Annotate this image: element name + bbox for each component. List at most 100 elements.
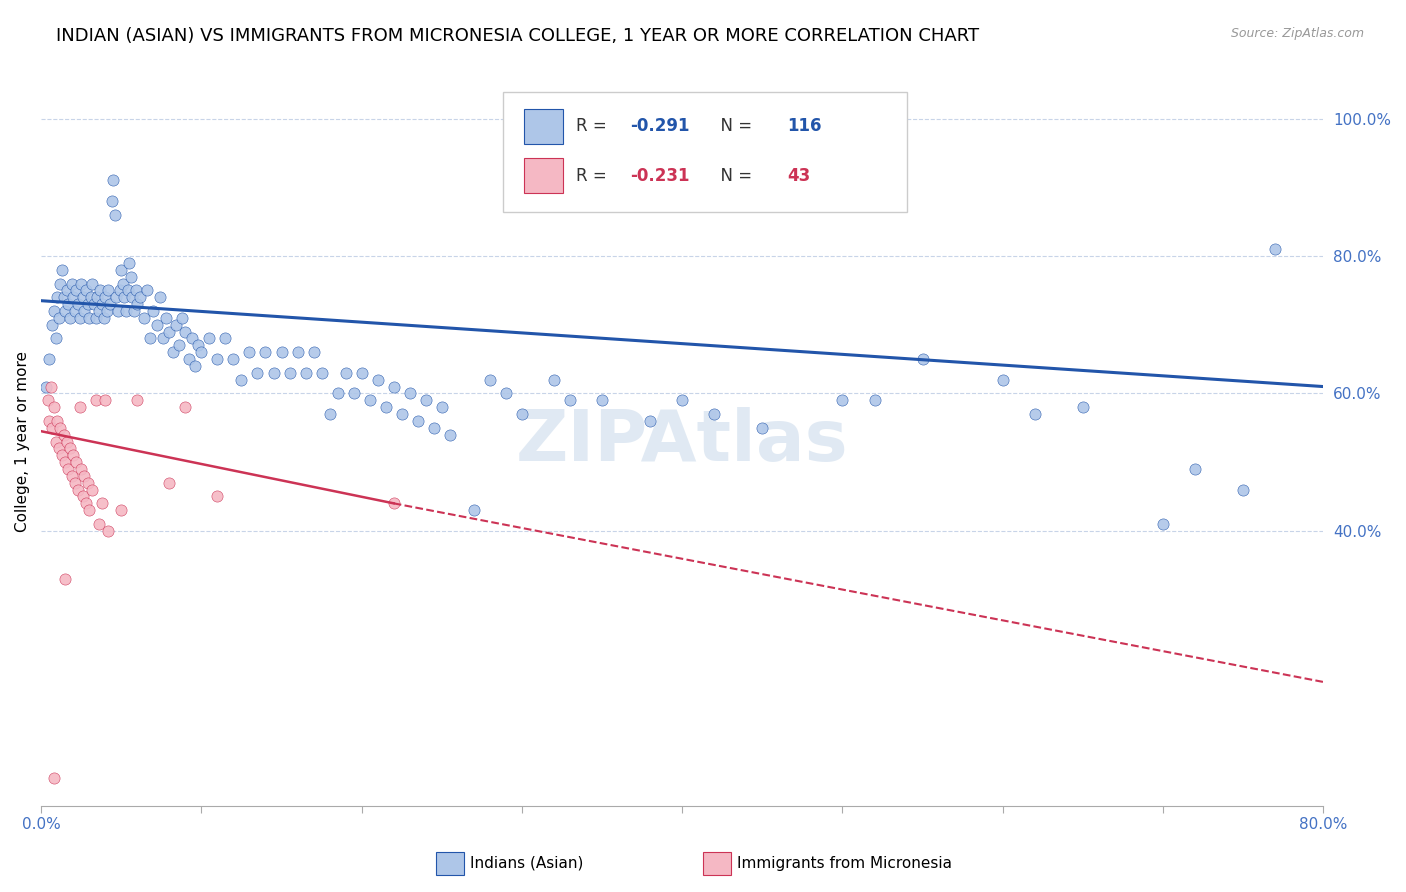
Text: INDIAN (ASIAN) VS IMMIGRANTS FROM MICRONESIA COLLEGE, 1 YEAR OR MORE CORRELATION: INDIAN (ASIAN) VS IMMIGRANTS FROM MICRON… bbox=[56, 27, 980, 45]
Point bbox=[58, 462, 80, 476]
Point bbox=[187, 338, 209, 352]
Point bbox=[55, 284, 77, 298]
Point bbox=[118, 256, 141, 270]
Point bbox=[44, 434, 66, 449]
Point bbox=[97, 284, 120, 298]
Point bbox=[46, 290, 69, 304]
Point bbox=[142, 304, 165, 318]
Point bbox=[53, 572, 76, 586]
Point bbox=[73, 468, 96, 483]
Point bbox=[100, 194, 122, 208]
Point bbox=[495, 386, 517, 401]
Point bbox=[55, 434, 77, 449]
Point bbox=[214, 331, 236, 345]
Text: 116: 116 bbox=[787, 117, 823, 136]
Point bbox=[318, 407, 340, 421]
Text: 43: 43 bbox=[787, 167, 811, 185]
Point bbox=[558, 393, 581, 408]
Point bbox=[326, 386, 349, 401]
Point bbox=[108, 284, 131, 298]
Point bbox=[91, 496, 114, 510]
Point bbox=[105, 290, 128, 304]
Point bbox=[69, 400, 91, 414]
Point bbox=[1152, 516, 1174, 531]
Point bbox=[89, 284, 111, 298]
Point bbox=[207, 352, 229, 367]
Point bbox=[238, 345, 260, 359]
Point bbox=[1024, 407, 1046, 421]
Point bbox=[82, 277, 104, 291]
Point bbox=[96, 304, 118, 318]
Point bbox=[129, 290, 152, 304]
Point bbox=[294, 366, 316, 380]
Point bbox=[70, 277, 93, 291]
Point bbox=[77, 503, 100, 517]
Point bbox=[65, 455, 87, 469]
Point bbox=[52, 427, 75, 442]
Point bbox=[127, 297, 149, 311]
Point bbox=[76, 297, 98, 311]
Point bbox=[246, 366, 269, 380]
Point bbox=[145, 318, 167, 332]
Point bbox=[63, 475, 86, 490]
FancyBboxPatch shape bbox=[524, 109, 562, 144]
Point bbox=[87, 516, 110, 531]
Point bbox=[751, 421, 773, 435]
Point bbox=[93, 310, 115, 325]
Point bbox=[69, 310, 91, 325]
Point bbox=[38, 414, 60, 428]
Point bbox=[270, 345, 292, 359]
Point bbox=[75, 496, 97, 510]
Point bbox=[638, 414, 661, 428]
Point bbox=[66, 297, 89, 311]
Point bbox=[254, 345, 277, 359]
Point bbox=[350, 366, 373, 380]
Point bbox=[83, 297, 105, 311]
Text: Indians (Asian): Indians (Asian) bbox=[470, 856, 583, 871]
Point bbox=[374, 400, 396, 414]
Point bbox=[110, 262, 132, 277]
Point bbox=[104, 208, 127, 222]
Point bbox=[382, 379, 405, 393]
Point bbox=[37, 393, 59, 408]
Point bbox=[132, 310, 155, 325]
Point bbox=[53, 455, 76, 469]
Point bbox=[543, 373, 565, 387]
Point bbox=[121, 290, 143, 304]
Point bbox=[97, 524, 120, 538]
Point bbox=[287, 345, 309, 359]
Point bbox=[263, 366, 285, 380]
Point bbox=[162, 345, 184, 359]
Point bbox=[52, 290, 75, 304]
Point bbox=[430, 400, 453, 414]
Point bbox=[831, 393, 853, 408]
Point bbox=[335, 366, 357, 380]
Point bbox=[391, 407, 413, 421]
Point bbox=[991, 373, 1014, 387]
Point bbox=[343, 386, 366, 401]
Point bbox=[1232, 483, 1254, 497]
Point bbox=[406, 414, 429, 428]
Point bbox=[51, 448, 73, 462]
Point bbox=[51, 262, 73, 277]
Point bbox=[72, 290, 94, 304]
Point bbox=[207, 490, 229, 504]
Point bbox=[59, 310, 82, 325]
Point bbox=[86, 290, 108, 304]
Point bbox=[42, 304, 65, 318]
Text: Immigrants from Micronesia: Immigrants from Micronesia bbox=[737, 856, 952, 871]
Point bbox=[190, 345, 212, 359]
Point bbox=[152, 331, 174, 345]
Point bbox=[167, 338, 190, 352]
Point bbox=[110, 503, 132, 517]
Point bbox=[382, 496, 405, 510]
Point bbox=[149, 290, 172, 304]
Point bbox=[46, 414, 69, 428]
Point bbox=[157, 325, 180, 339]
Point bbox=[359, 393, 381, 408]
Point bbox=[62, 290, 84, 304]
Point bbox=[48, 310, 70, 325]
Point bbox=[671, 393, 693, 408]
Point bbox=[44, 331, 66, 345]
Point bbox=[398, 386, 420, 401]
